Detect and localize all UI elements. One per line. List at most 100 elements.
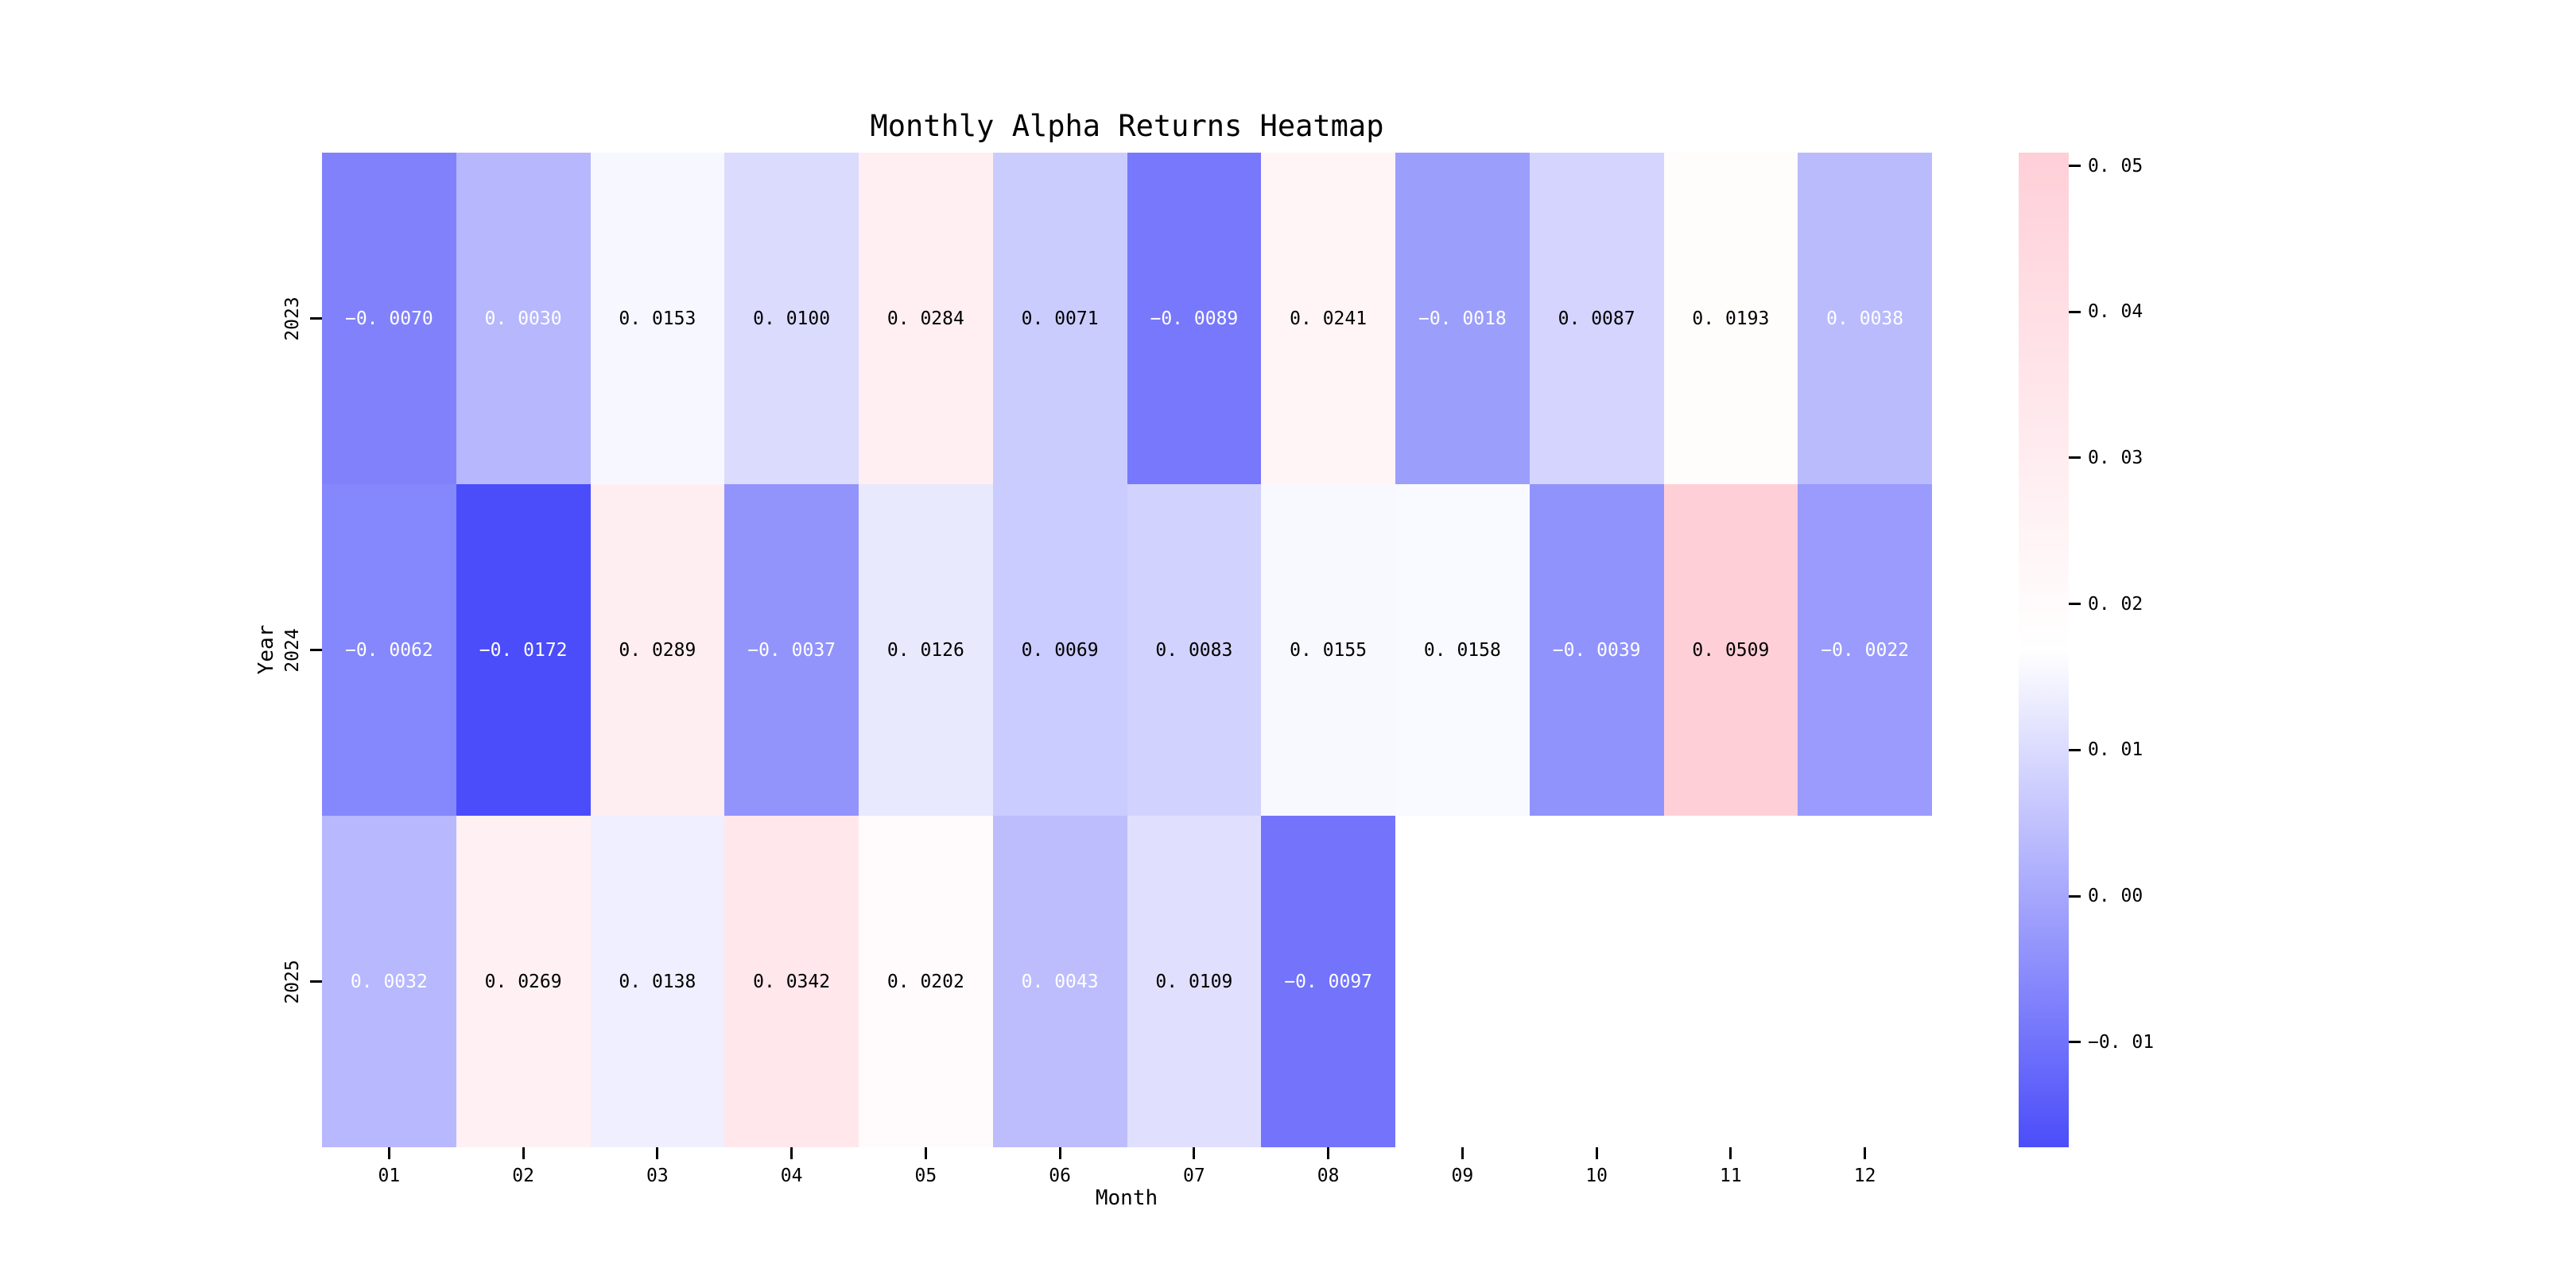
cell-value: −0. 0037 — [747, 639, 836, 661]
heatmap-cell: 0. 0030 — [456, 153, 591, 484]
x-tick-label: 07 — [1183, 1166, 1205, 1186]
colorbar-tick-mark — [2069, 1041, 2081, 1044]
heatmap-cell: 0. 0126 — [859, 484, 993, 816]
y-tick-label: 2024 — [282, 627, 303, 673]
cell-value: −0. 0062 — [344, 639, 433, 661]
heatmap-cell: 0. 0342 — [724, 816, 859, 1147]
heatmap-cell: 0. 0509 — [1663, 484, 1798, 816]
heatmap-cell: −0. 0037 — [724, 484, 859, 816]
cell-value: 0. 0032 — [350, 971, 428, 992]
cell-value: 0. 0509 — [1692, 639, 1770, 661]
heatmap-cell: 0. 0069 — [992, 484, 1127, 816]
cell-value: 0. 0284 — [886, 308, 964, 329]
heatmap-cell: 0. 0083 — [1127, 484, 1262, 816]
heatmap-cell: 0. 0038 — [1798, 153, 1932, 484]
x-tick-mark — [1595, 1147, 1598, 1159]
cell-value: 0. 0158 — [1423, 639, 1501, 661]
heatmap-cell: −0. 0172 — [456, 484, 591, 816]
y-axis-label: Year — [254, 624, 278, 675]
y-tick-label: 2025 — [282, 959, 303, 1004]
heatmap-cell — [1798, 816, 1932, 1147]
heatmap-cell: −0. 0062 — [322, 484, 456, 816]
cell-value: 0. 0342 — [753, 971, 831, 992]
cell-value: −0. 0097 — [1284, 971, 1373, 992]
cell-value: 0. 0153 — [619, 308, 696, 329]
heatmap-cell: 0. 0269 — [456, 816, 591, 1147]
heatmap-cell — [1529, 816, 1664, 1147]
colorbar-tick-mark — [2069, 456, 2081, 460]
cell-value: 0. 0289 — [619, 639, 696, 661]
colorbar-tick-label: 0. 02 — [2088, 593, 2143, 615]
colorbar-tick-mark — [2069, 310, 2081, 313]
heatmap-cell: 0. 0289 — [590, 484, 725, 816]
cell-value: −0. 0018 — [1418, 308, 1507, 329]
cell-value: 0. 0069 — [1021, 639, 1099, 661]
x-tick-mark — [924, 1147, 927, 1159]
cell-value: 0. 0202 — [886, 971, 964, 992]
x-tick-label: 01 — [378, 1166, 401, 1186]
colorbar-tick-mark — [2069, 894, 2081, 898]
x-tick-label: 04 — [780, 1166, 803, 1186]
x-tick-label: 05 — [914, 1166, 937, 1186]
heatmap-grid: −0. 0070 0. 0030 0. 0153 0. 0100 0. 0284 0. 0… — [322, 153, 1932, 1147]
cell-value: 0. 0083 — [1155, 639, 1233, 661]
cell-value: −0. 0039 — [1552, 639, 1641, 661]
heatmap-cell — [1663, 816, 1798, 1147]
x-tick-mark — [1864, 1147, 1867, 1159]
heatmap-cell: 0. 0043 — [992, 816, 1127, 1147]
x-tick-label: 10 — [1585, 1166, 1608, 1186]
heatmap-cell: 0. 0100 — [724, 153, 859, 484]
cell-value: 0. 0100 — [753, 308, 831, 329]
cell-value: 0. 0071 — [1021, 308, 1099, 329]
y-tick-label: 2023 — [282, 296, 303, 341]
x-tick-label: 09 — [1451, 1166, 1474, 1186]
x-tick-mark — [1327, 1147, 1330, 1159]
heatmap-cell: 0. 0087 — [1529, 153, 1664, 484]
cell-value: 0. 0038 — [1826, 308, 1904, 329]
cell-value: 0. 0155 — [1290, 639, 1368, 661]
heatmap-cell: −0. 0089 — [1127, 153, 1262, 484]
colorbar-tick-label: 0. 04 — [2088, 301, 2143, 323]
heatmap-cell: 0. 0193 — [1663, 153, 1798, 484]
colorbar-tick-label: 0. 05 — [2088, 155, 2143, 177]
x-tick-mark — [1461, 1147, 1464, 1159]
x-tick-mark — [387, 1147, 390, 1159]
x-tick-mark — [656, 1147, 659, 1159]
heatmap-cell: −0. 0039 — [1529, 484, 1664, 816]
chart-title: Monthly Alpha Returns Heatmap — [870, 109, 1384, 143]
x-tick-mark — [522, 1147, 525, 1159]
y-tick-mark — [310, 980, 322, 983]
cell-value: 0. 0126 — [886, 639, 964, 661]
x-axis-label: Month — [1095, 1186, 1158, 1210]
heatmap-cell — [1395, 816, 1530, 1147]
colorbar-tick-label: 0. 03 — [2088, 447, 2143, 468]
x-tick-label: 08 — [1317, 1166, 1340, 1186]
cell-value: 0. 0043 — [1021, 971, 1099, 992]
heatmap-cell: −0. 0070 — [322, 153, 456, 484]
heatmap-cell: 0. 0138 — [590, 816, 725, 1147]
cell-value: 0. 0193 — [1692, 308, 1770, 329]
x-tick-label: 12 — [1853, 1166, 1876, 1186]
cell-value: 0. 0030 — [484, 308, 562, 329]
heatmap-cell: −0. 0022 — [1798, 484, 1932, 816]
x-tick-mark — [790, 1147, 793, 1159]
cell-value: −0. 0172 — [479, 639, 568, 661]
colorbar-tick-mark — [2069, 165, 2081, 168]
x-tick-mark — [1058, 1147, 1061, 1159]
y-tick-mark — [310, 317, 322, 320]
heatmap-cell: 0. 0071 — [992, 153, 1127, 484]
heatmap-cell: 0. 0109 — [1127, 816, 1262, 1147]
colorbar — [2019, 153, 2069, 1147]
cell-value: −0. 0089 — [1150, 308, 1239, 329]
heatmap-cell: 0. 0153 — [590, 153, 725, 484]
x-tick-label: 03 — [646, 1166, 669, 1186]
colorbar-tick-label: 0. 00 — [2088, 886, 2143, 907]
x-tick-label: 02 — [512, 1166, 534, 1186]
x-tick-mark — [1193, 1147, 1196, 1159]
y-tick-mark — [310, 649, 322, 651]
heatmap-cell: 0. 0032 — [322, 816, 456, 1147]
colorbar-tick-label: −0. 01 — [2088, 1031, 2155, 1053]
cell-value: 0. 0241 — [1290, 308, 1368, 329]
x-tick-label: 06 — [1049, 1166, 1071, 1186]
